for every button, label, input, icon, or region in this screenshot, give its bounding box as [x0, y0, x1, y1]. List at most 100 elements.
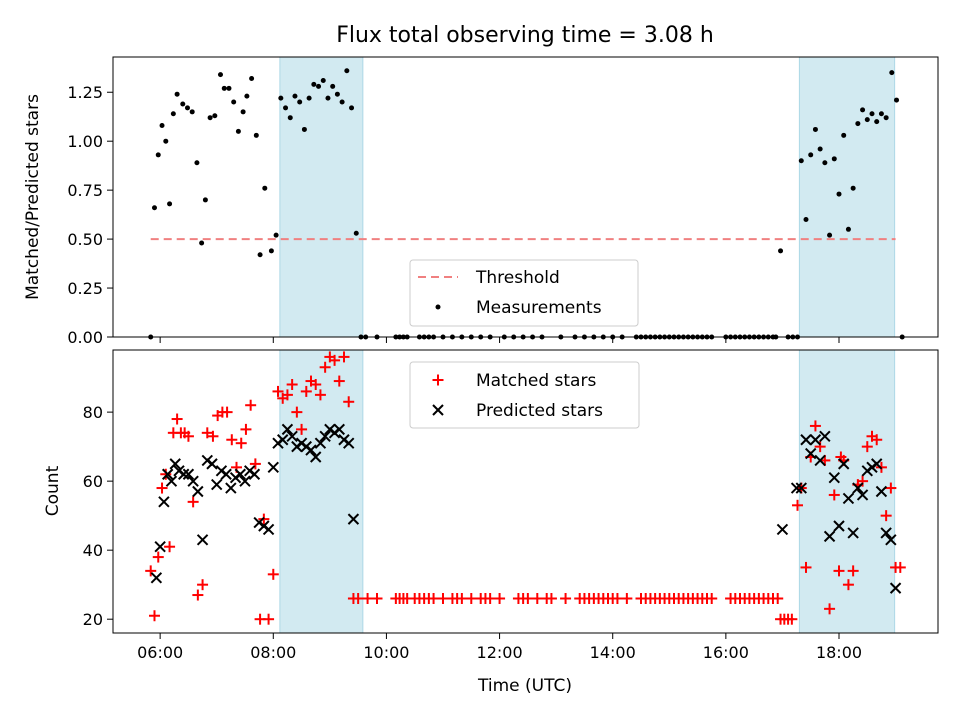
- ratio-panel-x-ticks: [159, 337, 840, 343]
- predicted-star-point: [234, 468, 246, 480]
- x-axis-label: Time (UTC): [477, 676, 572, 696]
- matched-star-point: [160, 468, 172, 480]
- matched-star-point: [192, 589, 204, 601]
- measurement-point: [889, 70, 895, 76]
- measurement-point: [817, 146, 823, 152]
- measurement-point: [883, 115, 889, 121]
- predicted-star-point: [790, 482, 803, 494]
- matched-star-point: [152, 551, 164, 563]
- matched-star-point: [300, 385, 312, 397]
- measurement-point: [151, 205, 157, 211]
- measurement-point: [278, 95, 284, 101]
- measurement-point: [301, 126, 307, 132]
- matched-star-point: [428, 592, 440, 604]
- predicted-star-point: [838, 458, 850, 470]
- predicted-star-point: [305, 444, 317, 456]
- count-panel-y-label: Count: [43, 465, 63, 516]
- matched-star-point: [484, 592, 496, 604]
- measurement-point: [822, 160, 828, 166]
- matched-star-point: [310, 379, 322, 391]
- matched-star-point: [545, 592, 557, 604]
- ratio-panel-y-label: Matched/Predicted stars: [23, 94, 43, 300]
- measurement-point: [249, 76, 255, 82]
- measurement-point: [184, 105, 190, 111]
- matched-star-points: [145, 351, 906, 625]
- matched-star-point: [352, 592, 364, 604]
- count-panel-legend: Matched stars Predicted stars: [409, 361, 640, 429]
- matched-star-point: [171, 413, 183, 425]
- predicted-star-point: [286, 430, 298, 442]
- measurement-point: [240, 109, 246, 115]
- measurement-point: [221, 85, 227, 91]
- predicted-star-point: [333, 423, 345, 436]
- predicted-star-point: [856, 489, 869, 501]
- y-tick-label: 0.50: [67, 230, 103, 249]
- predicted-star-point: [211, 478, 223, 491]
- matched-star-point: [291, 406, 303, 418]
- y-tick-label: 80: [83, 403, 103, 422]
- matched-star-point: [267, 568, 279, 580]
- measurement-point: [874, 119, 880, 125]
- measurement-point: [855, 121, 861, 127]
- count-legend-box: [409, 361, 640, 429]
- measurement-point: [306, 95, 312, 101]
- matched-star-point: [314, 389, 326, 401]
- measurement-point: [330, 83, 336, 89]
- measurement-point: [292, 93, 298, 99]
- matched-star-point: [333, 375, 345, 387]
- ratio-panel-frame: [112, 56, 939, 338]
- matched-star-point: [156, 482, 168, 494]
- predicted-star-point: [805, 447, 817, 460]
- matched-star-point: [362, 592, 374, 604]
- predicted-star-point: [809, 434, 822, 446]
- measurement-point: [268, 248, 274, 254]
- shaded-interval-1: [279, 56, 364, 338]
- measurement-point: [353, 230, 359, 236]
- measurement-point: [808, 152, 814, 158]
- x-tick-label: 18:00: [816, 643, 862, 662]
- predicted-star-points: [150, 423, 902, 594]
- matched-star-point: [772, 592, 784, 604]
- chart-title: Flux total observing time = 3.08 h: [336, 23, 714, 48]
- y-tick-label: 20: [83, 610, 103, 629]
- measurement-point: [841, 132, 847, 138]
- y-tick-label: 0.25: [67, 279, 103, 298]
- x-tick-label: 10:00: [363, 643, 409, 662]
- matched-star-point: [263, 613, 275, 625]
- matched-star-point: [833, 565, 845, 577]
- ratio-panel-legend: Threshold Measurements: [409, 259, 639, 327]
- matched-star-point: [235, 437, 247, 449]
- ratio-panel: 0.00 0.25 0.50 0.75 1.00 1.25 Matched/Predict…: [23, 56, 939, 347]
- measurement-point: [170, 111, 176, 117]
- matched-star-point: [828, 489, 840, 501]
- measurement-point: [311, 81, 317, 87]
- matched-star-point: [621, 592, 633, 604]
- ratio-panel-shaded-intervals: [279, 56, 896, 338]
- measurement-point: [212, 113, 218, 119]
- predicted-star-point: [833, 520, 845, 532]
- matched-star-point: [842, 579, 854, 591]
- y-tick-label: 0.00: [67, 328, 103, 347]
- measurement-point: [194, 160, 200, 166]
- x-tick-label: 08:00: [250, 643, 296, 662]
- measurement-point: [836, 191, 842, 197]
- measurement-point: [344, 68, 350, 74]
- measurement-point: [778, 248, 784, 254]
- matched-star-point: [296, 423, 308, 435]
- legend-predicted-label: Predicted stars: [476, 401, 603, 421]
- measurement-point: [845, 226, 851, 232]
- measurement-point: [283, 105, 289, 111]
- predicted-star-point: [154, 541, 166, 553]
- measurement-point: [235, 128, 241, 134]
- predicted-star-point: [161, 468, 174, 480]
- measurement-point: [812, 126, 818, 132]
- shaded-interval-2: [798, 56, 896, 338]
- measurement-point: [174, 91, 180, 97]
- legend-measurements-swatch: [435, 304, 441, 310]
- matched-star-point: [560, 592, 572, 604]
- matched-star-point: [201, 427, 213, 439]
- legend-predicted-marker: [432, 404, 444, 416]
- measurement-point: [320, 77, 326, 83]
- predicted-star-point: [823, 530, 836, 543]
